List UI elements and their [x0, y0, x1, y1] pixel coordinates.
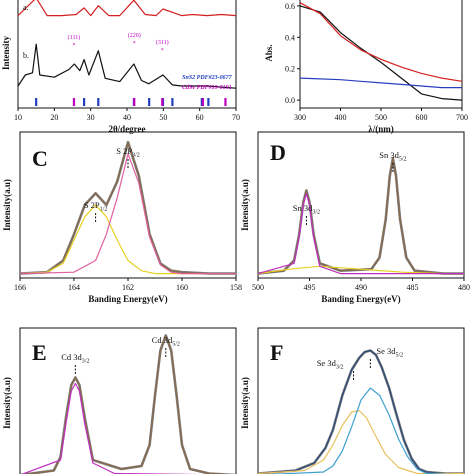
y-tick-label: 0.2 — [285, 65, 295, 74]
peak-label: Cd 3d5/2 — [152, 335, 180, 348]
y-axis-label: Intensity(a.u) — [240, 377, 250, 429]
hkl-marker: * — [133, 41, 136, 47]
x-tick-label: 480 — [458, 283, 470, 292]
series-line-fit — [257, 157, 464, 275]
y-axis-label: Intensity(a.u) — [2, 179, 12, 231]
x-tick-label: 164 — [68, 283, 80, 292]
y-tick-label: 0.0 — [285, 96, 295, 105]
x-axis-label: Banding Energy(eV) — [321, 294, 400, 304]
series-line-s-2p1-2-component — [19, 204, 236, 275]
y-axis-label: Intensity(a.u) — [240, 179, 250, 231]
x-axis-label: 2θ/degree — [108, 124, 145, 134]
series-line-raw — [19, 140, 236, 275]
panel-f: F Se 3d3/2 Se 3d5/2 Intensity(a.u) — [240, 327, 465, 474]
x-axis-label: Banding Energy(eV) — [88, 294, 167, 304]
y-axis-label: Intensity — [1, 36, 11, 71]
y-axis-label: Abs. — [264, 44, 274, 61]
plot-frame — [19, 327, 237, 474]
peak-label: S 2P3/2 — [116, 146, 140, 159]
plot-frame — [257, 327, 465, 474]
panel-letter: D — [270, 140, 286, 165]
trace-label: a. — [23, 3, 29, 12]
y-tick-label: 0.4 — [285, 33, 295, 42]
x-tick-label: 30 — [87, 113, 95, 122]
x-axis-label: λ/(nm) — [368, 124, 393, 134]
series-line-fit — [257, 349, 464, 474]
panel-letter: F — [270, 340, 283, 365]
peak-label: Cd 3d3/2 — [61, 352, 89, 365]
x-tick-label: 162 — [122, 283, 134, 292]
x-tick-label: 20 — [50, 113, 58, 122]
peak-label: Sn 3d5/2 — [379, 150, 406, 163]
reference-label: CdSe PDF#19-0191 — [182, 85, 232, 91]
series-line-0 — [17, 0, 237, 17]
series-line-2 — [299, 77, 462, 89]
hkl-annotation: (111) — [68, 34, 81, 41]
x-tick-label: 495 — [304, 283, 316, 292]
trace-label: b. — [23, 51, 29, 60]
series-line-cd-3d3-2-component — [20, 382, 204, 474]
series-line-raw — [257, 157, 464, 275]
x-tick-label: 158 — [230, 283, 242, 292]
x-tick-label: 70 — [232, 113, 240, 122]
series-line-se-3d5-2-component — [266, 387, 455, 474]
hkl-marker: * — [72, 43, 75, 49]
x-tick-label: 166 — [14, 283, 26, 292]
hkl-marker: * — [161, 48, 164, 54]
panel-d: D Sn 3d3/2 Sn 3d5/2 500 495 490 485 480 Banding … — [240, 131, 470, 304]
panel-letter: E — [32, 340, 47, 365]
series-line-raw — [19, 334, 237, 474]
series-line-sn-3d3-2-component — [257, 192, 464, 275]
series-line-fit — [22, 334, 229, 474]
series-line-1 — [299, 2, 463, 82]
x-tick-label: 500 — [252, 283, 264, 292]
y-tick-label: 0.6 — [285, 2, 295, 11]
panel-letter: C — [32, 146, 48, 171]
x-tick-label: 490 — [355, 283, 367, 292]
x-tick-label: 160 — [176, 283, 188, 292]
panel-b: 0.0 0.2 0.4 0.6 300 400 500 600 700 λ/(nm) Abs. — [264, 0, 468, 134]
y-axis-label: Intensity(a.u) — [2, 377, 12, 429]
peak-label: Sn 3d3/2 — [293, 203, 320, 216]
x-tick-label: 10 — [14, 113, 22, 122]
x-tick-label: 300 — [294, 113, 306, 122]
x-tick-label: 400 — [335, 113, 347, 122]
x-tick-label: 50 — [159, 113, 167, 122]
series-line-1 — [17, 43, 237, 89]
x-tick-label: 700 — [456, 113, 468, 122]
hkl-annotation: (311) — [156, 39, 169, 46]
hkl-annotation: (220) — [128, 32, 141, 39]
x-tick-label: 500 — [375, 113, 387, 122]
reference-label: SnS2 PDF#23-0677 — [182, 75, 233, 81]
panel-e: E Cd 3d3/2 Cd 3d5/2 Intensity(a.u) — [2, 327, 237, 474]
panel-c: C S 2P1/2 S 2P3/2 166 164 162 160 158 Banding En… — [2, 131, 242, 304]
peak-label: Se 3d3/2 — [317, 358, 344, 371]
series-line-fit — [19, 141, 236, 275]
plot-frame — [257, 131, 465, 279]
series-line-0 — [299, 5, 463, 101]
x-tick-label: 60 — [196, 113, 204, 122]
peak-label: S 2P1/2 — [84, 200, 108, 213]
x-tick-label: 600 — [416, 113, 428, 122]
panel-a: a. b. (111) * (220) * (311) * SnS2 PDF#23-0677 Cd… — [1, 0, 240, 134]
peak-label: Se 3d5/2 — [376, 346, 403, 359]
x-tick-label: 485 — [407, 283, 419, 292]
series-line-se-3d3-2-component — [257, 409, 464, 474]
x-tick-label: 40 — [123, 113, 131, 122]
series-line-s-2p3-2-component — [19, 153, 236, 275]
